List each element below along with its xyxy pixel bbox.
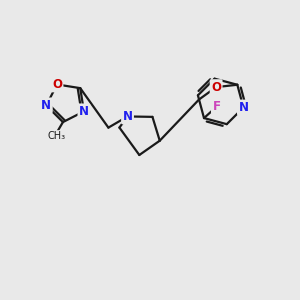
Text: N: N [122, 110, 133, 123]
Text: F: F [212, 100, 220, 113]
Text: N: N [79, 105, 89, 118]
Text: N: N [238, 101, 248, 114]
Text: N: N [41, 99, 51, 112]
Text: CH₃: CH₃ [48, 131, 66, 141]
Text: O: O [52, 78, 62, 91]
Text: O: O [211, 81, 221, 94]
